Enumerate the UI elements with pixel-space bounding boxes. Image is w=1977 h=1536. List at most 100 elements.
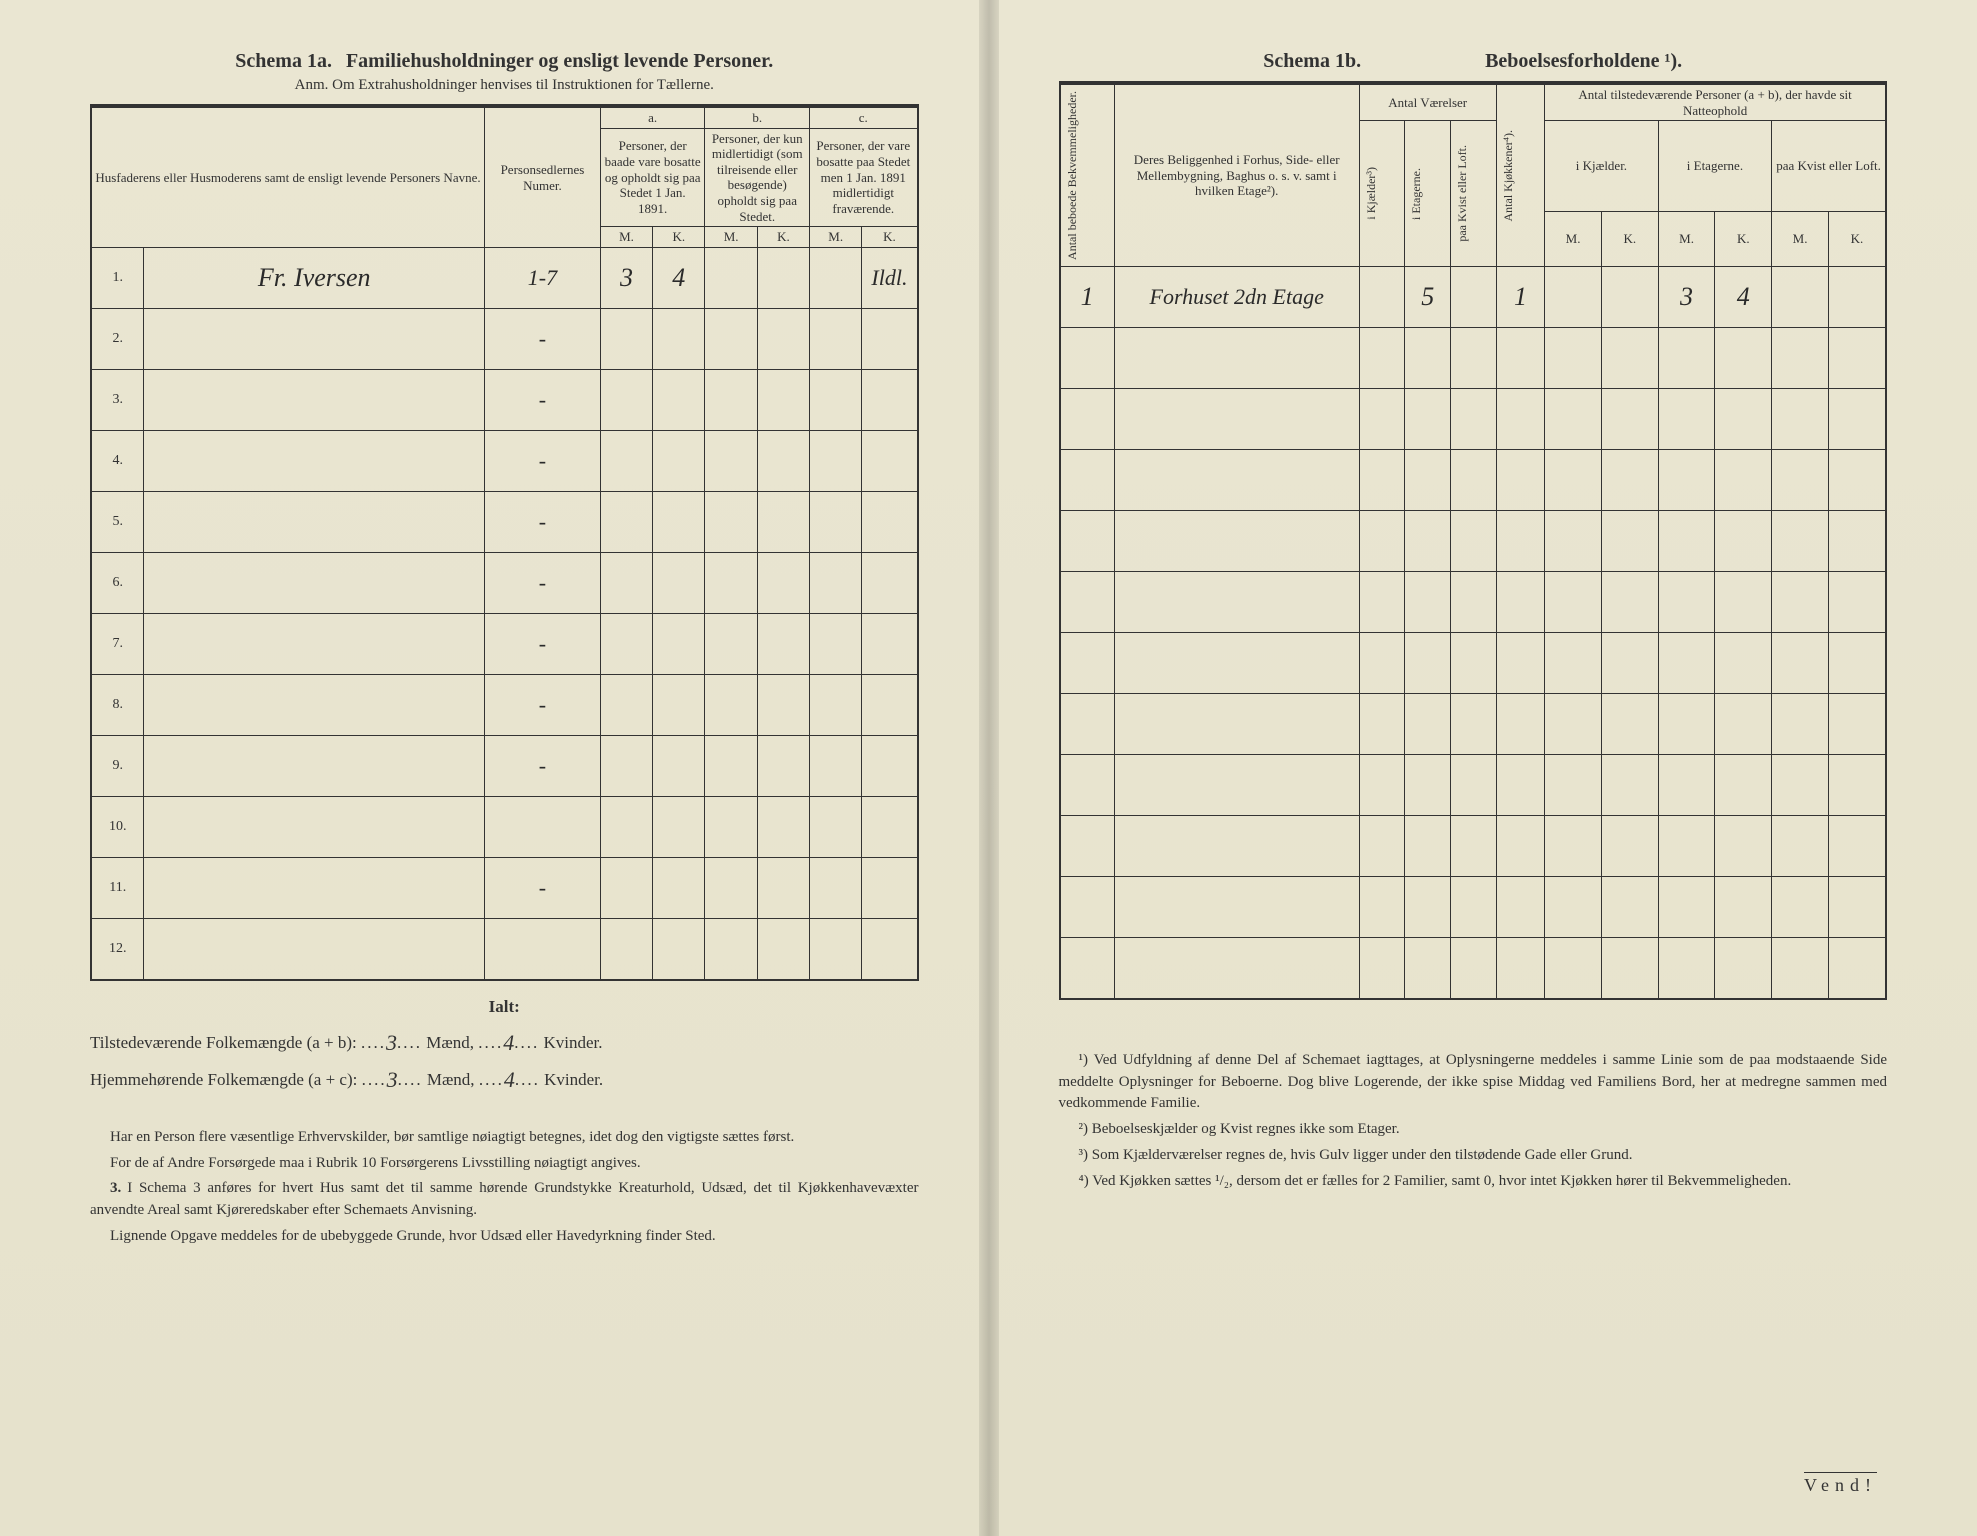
- r-rL: [1451, 266, 1497, 327]
- r-pKK: [1601, 693, 1658, 754]
- r-loc: [1114, 510, 1359, 571]
- row-cM: [810, 492, 862, 553]
- row-bM: [705, 736, 757, 797]
- r-pKK: [1601, 632, 1658, 693]
- row-personnum: -: [485, 553, 601, 614]
- fn-num: 3.: [110, 1180, 121, 1196]
- census-table-left: Husfaderens eller Husmoderens samt de en…: [90, 106, 919, 981]
- r-loc: Forhuset 2dn Etage: [1114, 266, 1359, 327]
- vend-label: Vend!: [1804, 1472, 1877, 1496]
- row-cK: [862, 675, 918, 736]
- row-cK: [862, 919, 918, 981]
- r-pEM: 3: [1658, 266, 1715, 327]
- table-row: [1060, 327, 1887, 388]
- table-row: 9.-: [91, 736, 918, 797]
- r-pKK: [1601, 388, 1658, 449]
- row-name: [144, 614, 485, 675]
- h-cK: K.: [862, 227, 918, 248]
- r-pKM: [1545, 754, 1602, 815]
- row-aM: [600, 797, 652, 858]
- r-pKM: [1545, 327, 1602, 388]
- ialt-label: Ialt:: [90, 993, 919, 1022]
- row-cK: [862, 736, 918, 797]
- r-rK: [1359, 693, 1405, 754]
- h-bK: K.: [757, 227, 809, 248]
- r-pEM: [1658, 388, 1715, 449]
- h-c-label: c.: [810, 107, 918, 128]
- row-name: [144, 919, 485, 981]
- r-pEM: [1658, 327, 1715, 388]
- rh-col2: Deres Beliggenhed i Forhus, Side- eller …: [1114, 84, 1359, 266]
- row-cK: [862, 431, 918, 492]
- r-loc: [1114, 876, 1359, 937]
- row-aK: [653, 553, 705, 614]
- r-rE: [1405, 937, 1451, 999]
- r-n: [1060, 327, 1115, 388]
- r-rL: [1451, 937, 1497, 999]
- h-aK: K.: [653, 227, 705, 248]
- row-personnum: 1-7: [485, 248, 601, 309]
- r-loc: [1114, 449, 1359, 510]
- row-personnum: -: [485, 492, 601, 553]
- row-cM: [810, 248, 862, 309]
- r-pKK: [1601, 815, 1658, 876]
- r-rE: [1405, 571, 1451, 632]
- fn-r-2: ³) Som Kjælderværelser regnes de, hvis G…: [1059, 1145, 1888, 1167]
- row-cK: [862, 614, 918, 675]
- maend-label2: Mænd,: [427, 1070, 475, 1089]
- r-loc: [1114, 632, 1359, 693]
- table-row: 1Forhuset 2dn Etage5134: [1060, 266, 1887, 327]
- r-pLM: [1772, 449, 1829, 510]
- r-pLK: [1828, 388, 1886, 449]
- row-cK: [862, 492, 918, 553]
- r-loc: [1114, 754, 1359, 815]
- fn-l-3: Lignende Opgave meddeles for de ubebygge…: [90, 1226, 919, 1248]
- r-pEK: [1715, 815, 1772, 876]
- r-pLM: [1772, 327, 1829, 388]
- r-pLK: [1828, 876, 1886, 937]
- r-rL: [1451, 876, 1497, 937]
- r-pKK: [1601, 449, 1658, 510]
- r-pEK: [1715, 754, 1772, 815]
- table-row: 11.-: [91, 858, 918, 919]
- r-rK: [1359, 754, 1405, 815]
- r-pKK: [1601, 571, 1658, 632]
- r-pEK: 4: [1715, 266, 1772, 327]
- r-rE: [1405, 815, 1451, 876]
- left-footnotes: Har en Person flere væsentlige Erhvervsk…: [90, 1127, 919, 1248]
- row-personnum: -: [485, 614, 601, 675]
- row-num: 7.: [91, 614, 144, 675]
- row-bM: [705, 797, 757, 858]
- row-bK: [757, 370, 809, 431]
- h-a-text: Personer, der baade vare bosatte og opho…: [600, 128, 705, 227]
- row-name: [144, 370, 485, 431]
- rh-pc: paa Kvist eller Loft.: [1772, 121, 1886, 211]
- r-rL: [1451, 510, 1497, 571]
- fn-l-0: Har en Person flere væsentlige Erhvervsk…: [90, 1127, 919, 1149]
- table-row: [1060, 571, 1887, 632]
- r-rK: [1359, 327, 1405, 388]
- row-aK: [653, 858, 705, 919]
- r-pLK: [1828, 632, 1886, 693]
- row-aK: [653, 797, 705, 858]
- row-aM: [600, 919, 652, 981]
- row-name: [144, 858, 485, 919]
- r-rK: [1359, 632, 1405, 693]
- rh-pKK: K.: [1601, 211, 1658, 266]
- row-num: 1.: [91, 248, 144, 309]
- r-pEM: [1658, 937, 1715, 999]
- tot2-k: 4: [504, 1067, 515, 1092]
- row-num: 11.: [91, 858, 144, 919]
- r-pKK: [1601, 510, 1658, 571]
- r-rK: [1359, 815, 1405, 876]
- r-pEK: [1715, 388, 1772, 449]
- table-row: [1060, 510, 1887, 571]
- row-cM: [810, 309, 862, 370]
- rh-rb: i Etagerne.: [1408, 164, 1425, 224]
- r-rE: [1405, 388, 1451, 449]
- r-n: [1060, 937, 1115, 999]
- row-cM: [810, 675, 862, 736]
- r-pEK: [1715, 510, 1772, 571]
- rh-kitchens: Antal Kjøkkener⁴).: [1500, 126, 1517, 226]
- r-pLM: [1772, 693, 1829, 754]
